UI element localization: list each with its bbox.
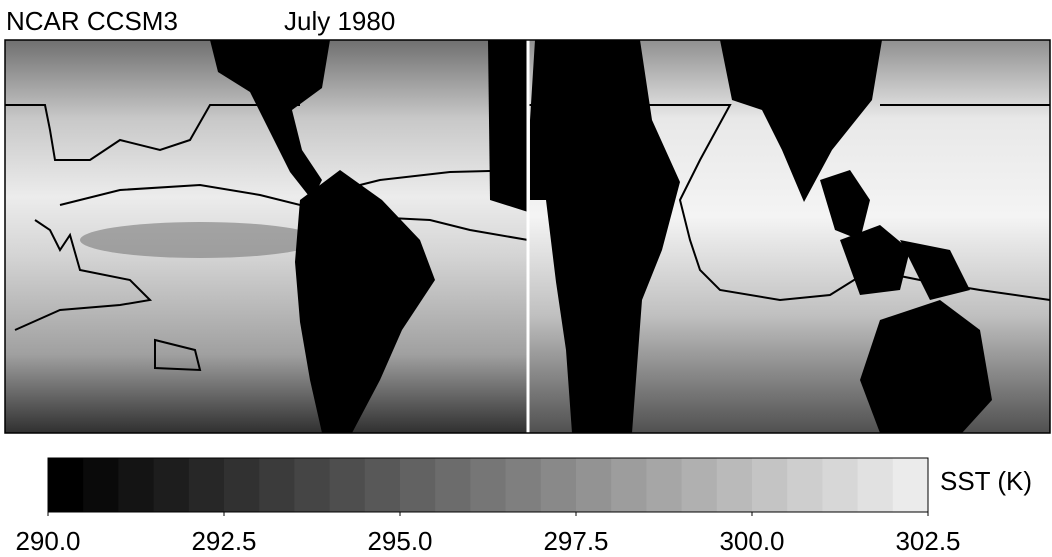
colorbar-swatch xyxy=(716,458,753,512)
colorbar-swatch xyxy=(540,458,577,512)
colorbar-swatch xyxy=(505,458,542,512)
colorbar-swatch xyxy=(48,458,84,512)
colorbar-tick-label: 290.0 xyxy=(15,526,80,556)
colorbar-swatch xyxy=(892,458,929,512)
colorbar-tick-label: 300.0 xyxy=(719,526,784,556)
colorbar: 290.0 292.5 295.0 297.5 300.0 302.5 xyxy=(15,457,961,556)
colorbar-swatch xyxy=(646,458,683,512)
colorbar-swatch xyxy=(822,458,859,512)
colorbar-swatch xyxy=(400,458,436,512)
colorbar-swatch xyxy=(435,458,471,512)
colorbar-swatch xyxy=(787,458,823,512)
colorbar-swatch xyxy=(681,458,718,512)
colorbar-tick-label: 302.5 xyxy=(895,526,960,556)
colorbar-swatch xyxy=(153,458,190,512)
colorbar-tick-label: 292.5 xyxy=(191,526,256,556)
date-title: July 1980 xyxy=(284,6,395,36)
colorbar-swatch xyxy=(224,458,260,512)
colorbar-tick-label: 295.0 xyxy=(367,526,432,556)
colorbar-swatch xyxy=(259,458,295,512)
colorbar-swatch xyxy=(188,458,225,512)
model-title: NCAR CCSM3 xyxy=(6,6,178,36)
colorbar-swatch xyxy=(329,458,366,512)
colorbar-swatch xyxy=(752,458,788,512)
colorbar-swatch xyxy=(857,458,894,512)
colorbar-swatch xyxy=(576,458,612,512)
colorbar-swatch xyxy=(294,458,331,512)
colorbar-swatch xyxy=(364,458,401,512)
colorbar-frame xyxy=(47,457,929,513)
map xyxy=(4,39,1051,434)
colorbar-swatch xyxy=(83,458,119,512)
colorbar-swatch xyxy=(611,458,647,512)
colorbar-tick-label: 297.5 xyxy=(543,526,608,556)
colorbar-swatch xyxy=(118,458,155,512)
colorbar-swatch xyxy=(470,458,507,512)
colorbar-label: SST (K) xyxy=(940,466,1032,496)
